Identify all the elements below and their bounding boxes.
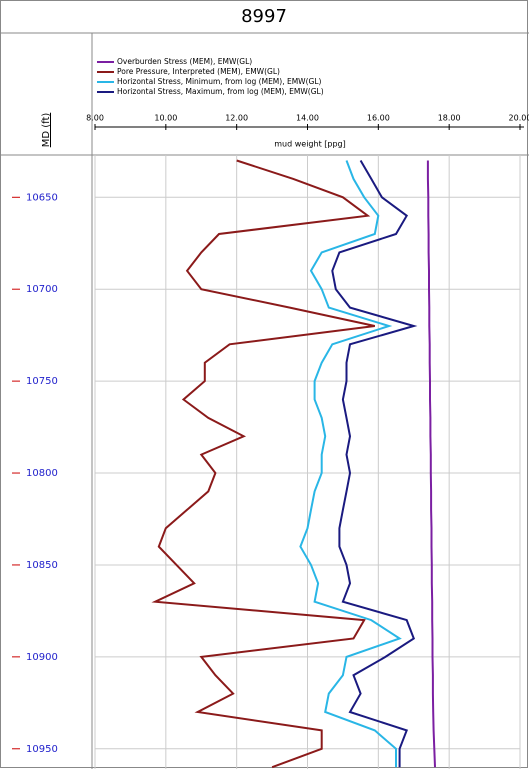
y-tick-label: 10650 [26, 192, 58, 203]
series-line [426, 160, 436, 768]
x-tick-label: 12.00 [225, 114, 248, 123]
x-tick-label: 18.00 [438, 114, 461, 123]
y-tick-label: 10800 [26, 468, 58, 479]
x-tick-label: 8.00 [86, 114, 104, 123]
y-axis-label: MD (ft) [41, 113, 52, 148]
legend-label: Horizontal Stress, Maximum, from log (ME… [117, 87, 324, 96]
legend-label: Overburden Stress (MEM), EMW(GL) [117, 57, 252, 66]
x-tick-label: 20.00 [509, 114, 529, 123]
series-line [151, 159, 376, 769]
y-tick-label: 10900 [26, 652, 58, 663]
legend-label: Horizontal Stress, Minimum, from log (ME… [117, 77, 322, 86]
series-line [299, 160, 402, 768]
chart-title: 8997 [241, 6, 287, 27]
y-tick-label: 10850 [26, 560, 58, 571]
x-tick-label: 14.00 [296, 114, 319, 123]
x-tick-label: 10.00 [154, 114, 177, 123]
series-line [331, 159, 418, 768]
y-tick-label: 10950 [26, 744, 58, 755]
x-tick-label: 16.00 [367, 114, 390, 123]
y-tick-label: 10700 [26, 284, 58, 295]
legend-label: Pore Pressure, Interpreted (MEM), EMW(GL… [117, 67, 280, 76]
y-tick-label: 10750 [26, 376, 58, 387]
x-axis-label: mud weight [ppg] [274, 140, 345, 149]
